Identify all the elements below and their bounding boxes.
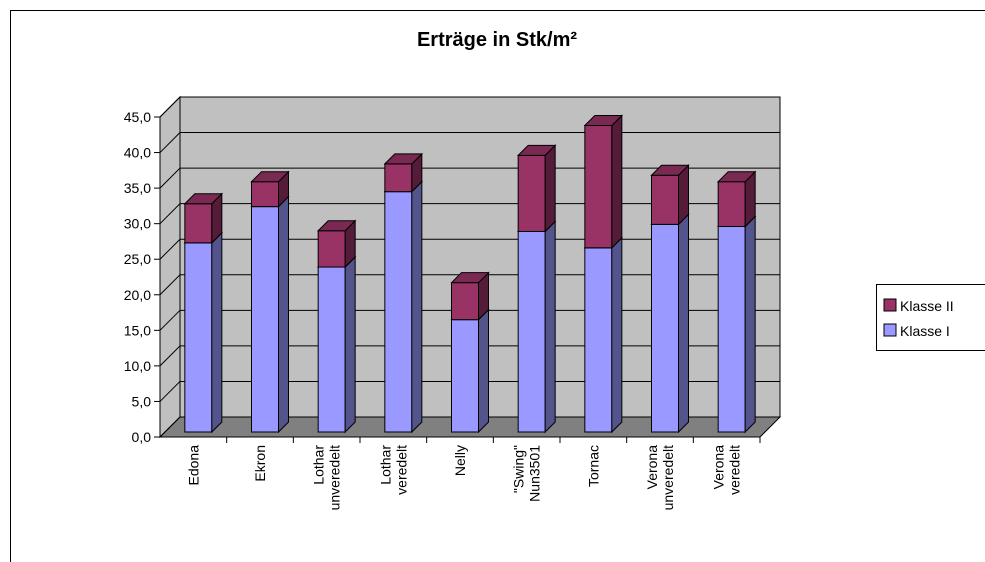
legend [876,284,985,351]
bar-front [651,223,679,433]
y-tick-label: 35,0 [124,180,151,196]
grid-line [159,167,780,189]
bar-top [583,115,624,127]
bar [583,236,624,434]
bar-top [383,153,424,165]
grid-line [159,96,780,118]
bar-front [317,230,346,268]
x-tick-label: Lotharunveredelt [311,445,343,511]
x-tick-label: Veronaveredelt [711,445,743,495]
bar [450,308,490,434]
y-tick-label: 45,0 [124,109,151,125]
bar-front [584,247,613,433]
bar-top [250,171,290,183]
bar [516,220,557,434]
bar-side [611,236,623,434]
grid-line [159,416,780,438]
bar-front [717,225,746,433]
legend-swatch [883,323,897,337]
bar [516,144,557,233]
bar [316,255,357,434]
bar-side [344,255,356,434]
y-tick-label: 5,0 [132,393,152,409]
x-tick-label: Lotharveredelt [377,445,409,495]
legend-label: Klasse I [900,323,950,339]
bar-front [251,181,279,208]
legend-label: Klasse II [900,298,954,314]
y-tick-label: 0,0 [132,429,152,445]
bar-front [517,154,546,232]
chart-title: Erträge in Stk/m² [417,29,577,51]
bar [650,213,690,434]
bar-side [211,231,223,434]
bar [383,152,424,193]
bar-side [278,195,289,434]
grid-line [159,274,780,296]
bar-front [251,206,279,433]
y-tick-label: 15,0 [124,322,151,338]
bar-side [678,213,689,434]
bar-side [744,215,756,434]
bar-front [584,125,613,249]
bar-top [183,193,224,205]
y-tick-label: 20,0 [124,287,151,303]
bar [450,271,490,321]
bar [716,215,757,434]
x-tick-label: Tornac [585,445,601,487]
bar [650,164,690,226]
bar-front [184,242,213,433]
bar-side [544,144,556,233]
x-tick-label: Ekron [252,445,268,482]
bar-front [184,203,213,244]
bar-front [384,163,413,193]
x-tick-label: Veronaunveredelt [644,445,676,511]
y-tick-label: 25,0 [124,251,151,267]
grid-line [159,238,780,260]
bar-top [450,272,490,284]
bar-front [517,230,546,433]
bar-top [650,164,690,176]
bar [250,195,290,434]
y-tick-label: 40,0 [124,145,151,161]
bar [383,180,424,434]
grid-line [159,203,780,225]
bar [583,114,624,250]
grid-line [159,345,780,367]
bar [716,170,757,228]
bar-front [451,319,479,433]
bar-front [384,191,413,433]
x-tick-label: Edona [185,445,201,486]
bar-front [651,174,679,225]
legend-swatch [883,298,897,312]
bar-side [611,114,623,250]
grid-line [159,380,780,402]
grid-line [159,309,780,331]
side-wall [159,95,181,439]
bar-front [717,181,746,227]
x-tick-label: "Swing"Nun3501 [511,445,543,502]
bar [250,170,290,208]
bar-side [478,308,489,434]
bar [316,219,357,269]
grid-line [159,132,780,153]
y-tick-label: 30,0 [124,216,151,232]
bar-top [716,171,757,183]
bar-side [544,220,556,434]
x-tick-label: Nelly [452,445,468,476]
bar-top [316,220,357,232]
bar [183,192,224,245]
bar-front [317,266,346,433]
bar-front [451,282,479,321]
bar-side [411,180,423,434]
bar [183,231,224,434]
bar-top [516,144,557,156]
y-tick-label: 10,0 [124,358,151,374]
